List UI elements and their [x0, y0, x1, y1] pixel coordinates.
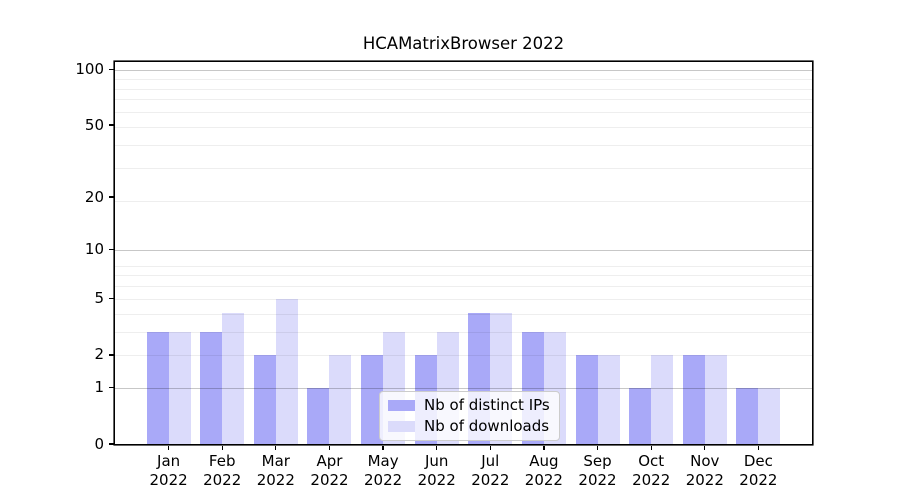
x-tick-year: 2022: [149, 471, 188, 489]
x-tick-year: 2022: [417, 471, 456, 489]
x-tick-year: 2022: [632, 471, 671, 489]
bars-layer: [115, 62, 812, 444]
x-tick-label-jun: Jun 2022: [405, 452, 469, 490]
legend-item-downloads: Nb of downloads: [388, 417, 550, 435]
bar-downloads-oct: [651, 354, 674, 444]
x-tick-jul: [489, 445, 491, 451]
y-tick-label-5: 5: [94, 289, 104, 308]
x-tick-label-mar: Mar 2022: [244, 452, 308, 490]
x-tick-year: 2022: [203, 471, 242, 489]
y-tick-2: [109, 354, 114, 356]
plot-area: [115, 62, 812, 444]
x-tick-sep: [596, 445, 599, 451]
x-tick-label-sep: Sep 2022: [566, 452, 630, 490]
x-tick-label-aug: Aug 2022: [512, 452, 576, 490]
x-tick-may: [382, 445, 384, 451]
x-tick-month: Apr: [316, 452, 343, 470]
bar-distinct-ips-may: [361, 354, 384, 444]
chart-title: HCAMatrixBrowser 2022: [362, 34, 565, 53]
x-tick-label-dec: Dec 2022: [726, 452, 790, 490]
y-tick-100: [109, 69, 114, 71]
legend-item-distinct-ips: Nb of distinct IPs: [388, 396, 550, 414]
x-tick-year: 2022: [364, 471, 403, 489]
x-tick-year: 2022: [471, 471, 510, 489]
x-tick-dec: [757, 445, 760, 451]
bar-distinct-ips-jan: [146, 331, 169, 444]
bar-distinct-ips-oct: [629, 387, 652, 444]
bar-downloads-mar: [275, 298, 298, 444]
bar-downloads-feb: [222, 313, 245, 444]
bar-distinct-ips-apr: [307, 387, 330, 444]
y-tick-label-2: 2: [94, 345, 104, 364]
x-tick-year: 2022: [578, 471, 617, 489]
x-tick-year: 2022: [256, 471, 295, 489]
bar-distinct-ips-mar: [253, 354, 276, 444]
x-tick-year: 2022: [310, 471, 349, 489]
x-tick-month: Sep: [583, 452, 612, 470]
bar-distinct-ips-dec: [736, 387, 759, 444]
x-tick-jun: [436, 445, 438, 451]
x-tick-label-may: May 2022: [351, 452, 415, 490]
bar-distinct-ips-feb: [200, 331, 223, 444]
x-tick-month: May: [367, 452, 399, 470]
legend: Nb of distinct IPs Nb of downloads: [379, 391, 560, 441]
bar-downloads-jan: [168, 331, 191, 444]
x-tick-label-oct: Oct 2022: [619, 452, 683, 490]
x-tick-oct: [650, 445, 652, 451]
bar-downloads-apr: [329, 354, 352, 444]
y-tick-label-20: 20: [84, 187, 104, 206]
bar-distinct-ips-sep: [575, 354, 598, 444]
y-tick-1: [109, 387, 114, 389]
x-tick-apr: [328, 445, 331, 451]
legend-swatch-downloads: [388, 420, 415, 432]
x-tick-month: Aug: [529, 452, 559, 470]
y-tick-label-0: 0: [94, 434, 104, 453]
y-tick-5: [109, 298, 114, 300]
bar-downloads-sep: [597, 354, 620, 444]
x-tick-month: Jun: [424, 452, 449, 470]
x-tick-nov: [704, 445, 706, 451]
x-tick-year: 2022: [524, 471, 563, 489]
x-tick-month: Jul: [481, 452, 500, 470]
y-tick-0: [109, 443, 114, 445]
x-tick-year: 2022: [685, 471, 724, 489]
y-tick-label-50: 50: [84, 115, 104, 134]
x-tick-label-nov: Nov 2022: [673, 452, 737, 490]
x-tick-month: Feb: [208, 452, 236, 470]
y-tick-label-10: 10: [84, 240, 104, 258]
bar-distinct-ips-nov: [682, 354, 705, 444]
x-tick-label-jan: Jan 2022: [137, 452, 201, 490]
y-tick-20: [109, 196, 114, 198]
legend-label-distinct-ips: Nb of distinct IPs: [424, 396, 550, 414]
x-tick-month: Jan: [157, 452, 181, 470]
x-tick-label-feb: Feb 2022: [190, 452, 254, 490]
x-tick-mar: [275, 445, 277, 451]
y-tick-label-100: 100: [75, 60, 104, 79]
y-tick-label-1: 1: [94, 378, 104, 397]
bar-downloads-nov: [704, 354, 727, 444]
x-tick-jan: [167, 445, 170, 451]
x-tick-label-jul: Jul 2022: [458, 452, 522, 490]
x-tick-year: 2022: [739, 471, 778, 489]
x-tick-aug: [543, 445, 545, 451]
legend-label-downloads: Nb of downloads: [424, 417, 550, 435]
x-tick-month: Mar: [261, 452, 290, 470]
x-tick-label-apr: Apr 2022: [298, 452, 362, 490]
y-tick-50: [109, 124, 114, 126]
legend-swatch-distinct-ips: [388, 399, 415, 411]
x-tick-month: Oct: [638, 452, 665, 470]
y-tick-10: [109, 248, 114, 251]
bar-downloads-dec: [758, 387, 781, 444]
x-tick-month: Dec: [743, 452, 773, 470]
x-tick-month: Nov: [690, 452, 720, 470]
x-tick-feb: [221, 445, 223, 451]
